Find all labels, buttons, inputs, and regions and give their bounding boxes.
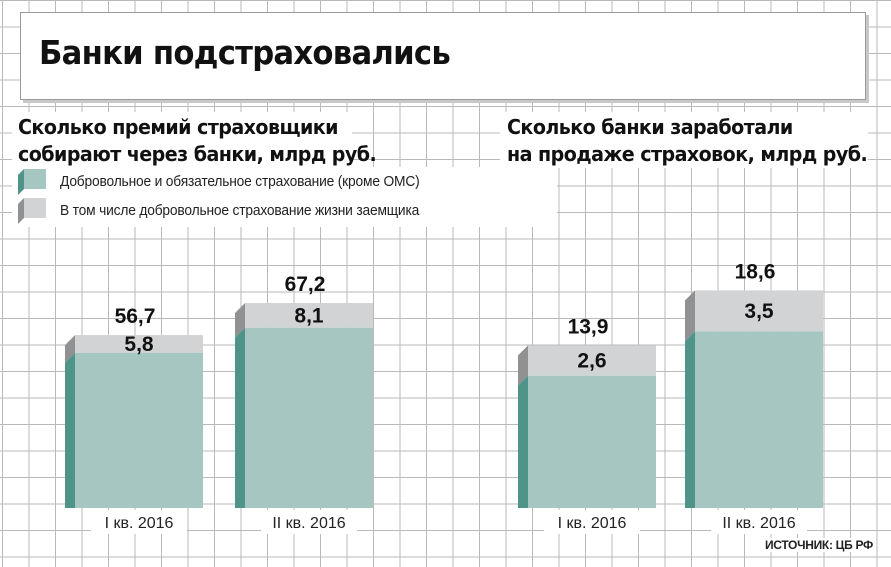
- chart2-bar1-top-segment-side: [518, 345, 528, 386]
- left-chart-title-line-1: Сколько премий страховщики: [18, 115, 339, 139]
- chart1-bar2-part-label: 8,1: [294, 304, 324, 327]
- chart1-bar1-category-backdrop: [91, 510, 187, 534]
- chart1-bar1-top-segment: [75, 335, 203, 353]
- chart1-bar2-main-segment: [245, 327, 373, 508]
- chart2-bar1-top-segment: [528, 345, 656, 376]
- left-chart-title-line-2: собирают через банки, млрд руб.: [18, 142, 377, 166]
- chart1-bar1-category-label: I кв. 2016: [105, 515, 174, 532]
- left-subtitle-backdrop: [12, 112, 352, 168]
- chart2-bar1-category-backdrop: [544, 510, 640, 534]
- chart2-bar2-category-backdrop: [711, 510, 807, 534]
- chart2-bar2-main-segment-side: [685, 331, 695, 508]
- legend-swatch-total: [18, 169, 46, 195]
- chart2-bar2-category-label: II кв. 2016: [722, 515, 795, 532]
- chart2-bar1-category-label: I кв. 2016: [558, 515, 627, 532]
- chart1-bar2-category-backdrop: [261, 510, 357, 534]
- chart2-bar2-top-segment-side: [685, 290, 695, 342]
- page-title: Банки подстраховались: [39, 33, 451, 72]
- right-chart-title: Сколько банки заработали на продаже стра…: [507, 114, 868, 168]
- chart1-bar2-category-label: II кв. 2016: [272, 515, 345, 532]
- chart2-bar1-total-label: 13,9: [568, 315, 609, 338]
- chart1-bar2-top-segment: [245, 303, 373, 328]
- chart2-bar2-main-segment: [695, 331, 823, 508]
- chart2-bar1-main-segment: [528, 375, 656, 508]
- title-box: Банки подстраховались: [20, 12, 866, 100]
- chart2-bar1-main-segment-side: [518, 375, 528, 508]
- chart2-bar2-total-label: 18,6: [735, 260, 776, 283]
- legend-item-total: Добровольное и обязательное страхование …: [18, 168, 451, 195]
- chart1-bar2-total-label: 67,2: [285, 273, 326, 296]
- legend-label-total: Добровольное и обязательное страхование …: [60, 172, 420, 190]
- right-chart-title-line-1: Сколько банки заработали: [507, 115, 793, 139]
- chart2-bar1-part-label: 2,6: [577, 350, 606, 373]
- right-chart-title-line-2: на продаже страховок, млрд руб.: [507, 142, 868, 166]
- source-note: ИСТОЧНИК: ЦБ РФ: [762, 538, 875, 552]
- chart2-bar2-top-segment: [695, 290, 823, 332]
- chart1-bar1-main-segment: [75, 352, 203, 508]
- legend-backdrop: [12, 167, 557, 227]
- legend-label-life: В том числе добровольное страхование жиз…: [60, 201, 420, 219]
- left-chart-title: Сколько премий страховщики собирают чере…: [18, 114, 377, 168]
- legend-item-life: В том числе добровольное страхование жиз…: [18, 197, 450, 224]
- chart2-bar2-part-label: 3,5: [744, 300, 774, 323]
- chart1-bar1-part-label: 5,8: [124, 333, 154, 356]
- chart1-bar2-top-segment-side: [235, 303, 245, 338]
- legend-swatch-life: [18, 198, 46, 224]
- chart1-bar1-top-segment-side: [65, 335, 75, 363]
- right-subtitle-backdrop: [500, 112, 868, 168]
- chart1-bar1-total-label: 56,7: [115, 305, 156, 328]
- chart1-bar2-main-segment-side: [235, 327, 245, 508]
- chart1-bar1-main-segment-side: [65, 352, 75, 508]
